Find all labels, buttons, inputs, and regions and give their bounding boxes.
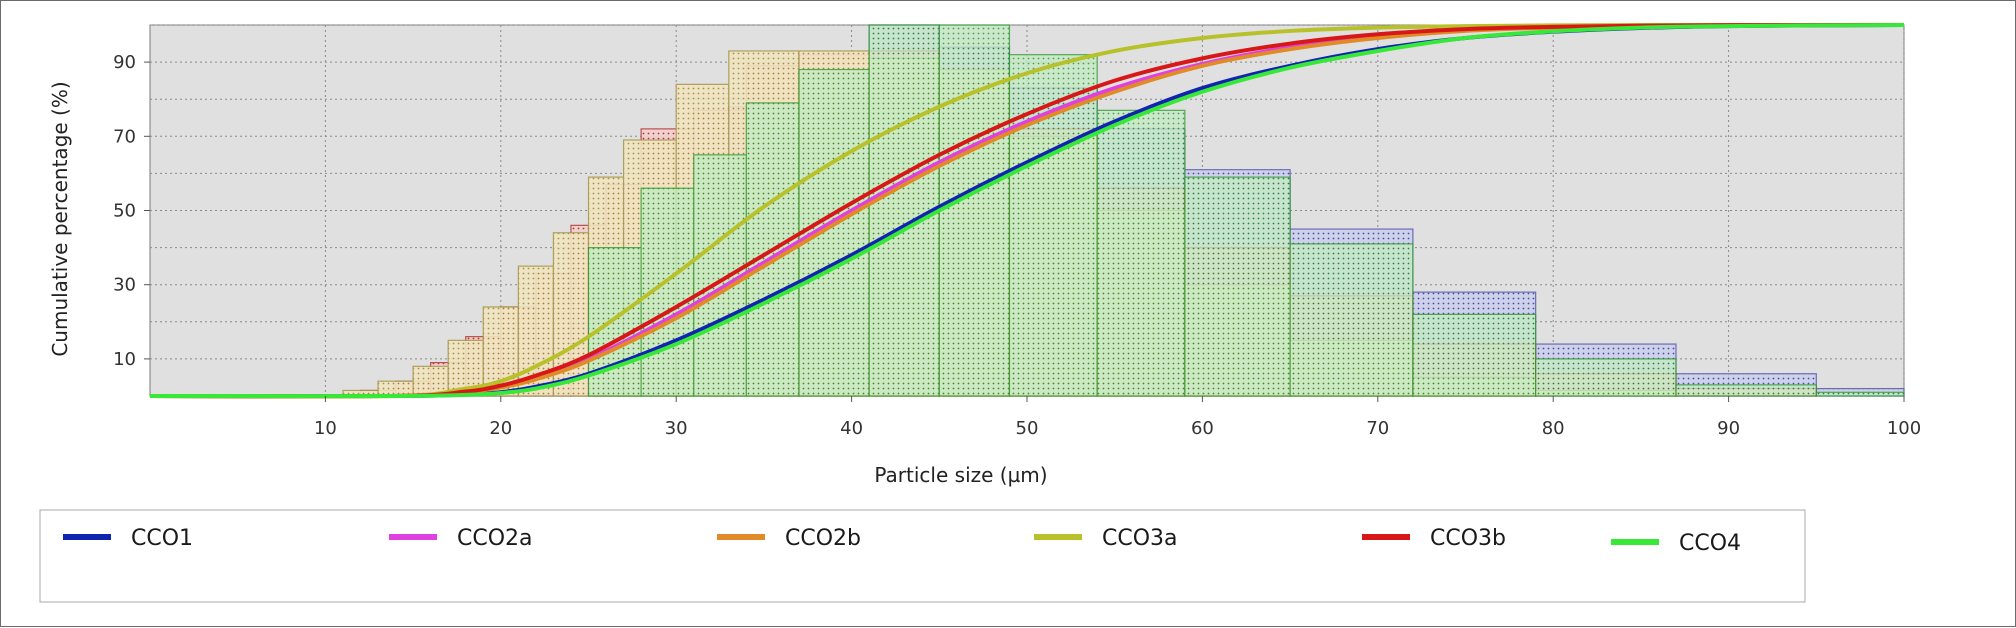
legend-swatch — [717, 534, 765, 540]
y-tick-label: 70 — [113, 126, 136, 147]
legend-swatch — [63, 534, 111, 540]
legend-item-cco3b: CCO3b — [1362, 526, 1506, 551]
x-tick-label: 30 — [665, 418, 688, 439]
histogram-bars — [342, 24, 1905, 397]
curve-cco4 — [149, 23, 1905, 399]
legend-swatch — [1034, 534, 1082, 540]
histogram-bar — [1289, 243, 1414, 397]
histogram-bar — [1184, 176, 1291, 397]
x-tick-label: 20 — [489, 418, 512, 439]
y-tick-label: 10 — [113, 349, 136, 370]
legend-swatch — [1611, 539, 1659, 545]
x-axis-label: Particle size (µm) — [874, 463, 1047, 487]
legend-label: CCO4 — [1679, 531, 1741, 556]
legend-label: CCO2a — [457, 526, 533, 551]
y-tick-label: 30 — [113, 275, 136, 296]
histogram-bar — [1815, 391, 1905, 397]
legend-item-cco2b: CCO2b — [717, 526, 861, 551]
x-axis-ticks: 10 20 30 40 50 60 70 80 90 100 — [314, 396, 1921, 439]
legend-item-cco3a: CCO3a — [1034, 526, 1178, 551]
x-tick-label: 10 — [314, 418, 337, 439]
histogram-bar — [868, 24, 940, 397]
y-axis-ticks: 10 30 50 70 90 — [113, 52, 150, 370]
histogram-bar — [1535, 358, 1677, 397]
histogram-cco4 — [587, 24, 1905, 397]
x-tick-label: 50 — [1016, 418, 1039, 439]
legend: CCO1 CCO2a CCO2b CCO3a CCO3b CCO4 — [63, 526, 1741, 556]
legend-box — [39, 509, 1806, 603]
x-tick-label: 60 — [1191, 418, 1214, 439]
legend-label: CCO1 — [131, 526, 193, 551]
histogram-bar — [938, 24, 1011, 397]
x-tick-label: 40 — [840, 418, 863, 439]
histogram-bar — [1675, 384, 1817, 397]
histogram-bar — [798, 68, 870, 397]
histogram-bar — [1008, 54, 1098, 397]
legend-label: CCO3a — [1102, 526, 1178, 551]
legend-label: CCO2b — [785, 526, 861, 551]
x-tick-label: 100 — [1887, 418, 1921, 439]
y-tick-label: 50 — [113, 201, 136, 222]
legend-item-cco4: CCO4 — [1611, 531, 1741, 556]
histogram-bar — [1096, 109, 1186, 397]
legend-swatch — [1362, 534, 1410, 540]
legend-swatch — [389, 534, 437, 540]
legend-item-cco1: CCO1 — [63, 526, 193, 551]
histogram-bar — [587, 247, 642, 397]
legend-item-cco2a: CCO2a — [389, 526, 533, 551]
y-axis-label: Cumulative percentage (%) — [48, 81, 72, 356]
x-tick-label: 80 — [1542, 418, 1565, 439]
x-tick-label: 70 — [1366, 418, 1389, 439]
y-tick-label: 90 — [113, 52, 136, 73]
histogram-bar — [1412, 313, 1537, 397]
x-tick-label: 90 — [1717, 418, 1740, 439]
legend-label: CCO3b — [1430, 526, 1506, 551]
curve-cco3b — [149, 22, 1905, 399]
cumulative-curves — [149, 22, 1905, 399]
